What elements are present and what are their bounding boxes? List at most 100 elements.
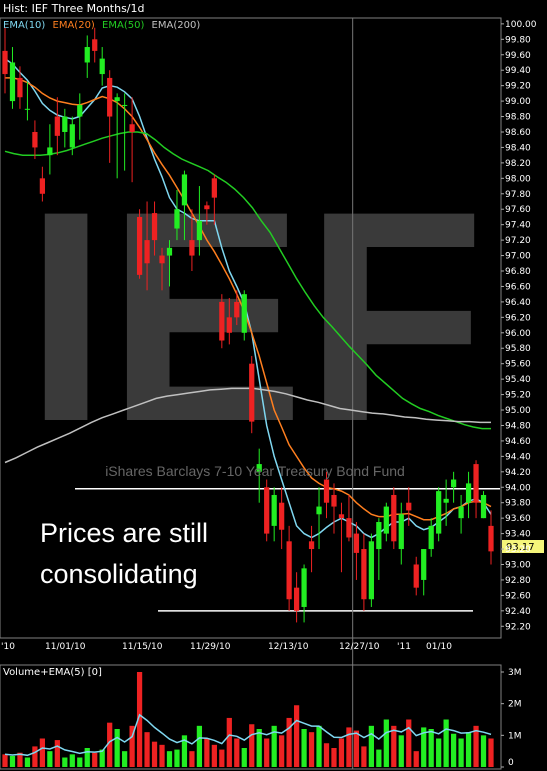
- volume-bar: [465, 732, 472, 767]
- volume-bar: [256, 729, 262, 767]
- candle-body: [368, 541, 374, 600]
- y-tick-label: 92.40: [505, 607, 531, 617]
- volume-bar: [264, 738, 270, 767]
- y-tick-label: 94.60: [505, 437, 531, 447]
- candle-body: [443, 498, 449, 503]
- volume-bar: [84, 748, 90, 767]
- legend-ema20: EMA(20): [53, 20, 95, 31]
- candle-body: [271, 494, 277, 526]
- ema-line-ema50: [4, 131, 491, 430]
- candle-body: [383, 506, 389, 534]
- volume-bar: [234, 738, 240, 767]
- legend-ema10: EMA(10): [3, 20, 45, 31]
- volume-bar: [338, 738, 345, 767]
- y-tick-label: 98.00: [505, 174, 531, 184]
- volume-bar: [293, 705, 300, 767]
- y-tick-label: 99.00: [505, 97, 531, 107]
- candle-body: [428, 525, 434, 550]
- volume-bar: [196, 725, 203, 767]
- y-tick-label: 96.80: [505, 267, 531, 277]
- candle-body: [62, 116, 68, 132]
- y-tick-label: 95.60: [505, 360, 531, 370]
- candle-body: [301, 568, 307, 607]
- x-tick-label: '11: [397, 642, 411, 652]
- candle-body: [376, 522, 382, 550]
- volume-bar: [181, 735, 188, 767]
- x-tick-label: 12/13/10: [268, 642, 309, 652]
- volume-bar: [47, 751, 53, 767]
- candle-body: [256, 464, 262, 472]
- volume-bar: [69, 754, 75, 767]
- y-tick-label: 99.80: [505, 35, 531, 45]
- volume-bar: [383, 719, 389, 767]
- volume-bar: [368, 725, 374, 767]
- candle-body: [323, 479, 330, 503]
- volume-bar: [114, 729, 120, 767]
- volume-bar: [62, 757, 68, 767]
- y-tick-label: 97.80: [505, 190, 531, 200]
- annotation-line-2: consolidating: [40, 559, 198, 589]
- volume-bar: [279, 735, 285, 767]
- y-tick-label: 97.60: [505, 205, 531, 215]
- volume-tick-label: 3M: [508, 668, 522, 678]
- candle-body: [308, 541, 315, 550]
- y-tick-label: 98.60: [505, 128, 531, 138]
- y-tick-label: 93.60: [505, 514, 531, 524]
- y-tick-label: 98.40: [505, 143, 531, 153]
- candle-body: [226, 317, 232, 333]
- volume-bar: [166, 751, 173, 767]
- candle-body: [129, 124, 135, 132]
- volume-bar: [99, 749, 105, 767]
- legend: EMA(10) EMA(20) EMA(50) EMA(200): [3, 20, 200, 31]
- volume-bar: [488, 738, 494, 767]
- y-tick-label: 98.20: [505, 159, 531, 169]
- volume-bar: [39, 738, 46, 767]
- volume-bar: [24, 757, 31, 767]
- y-tick-label: 96.40: [505, 298, 531, 308]
- candle-body: [122, 104, 128, 106]
- y-tick-label: 97.20: [505, 236, 531, 246]
- volume-bar: [398, 735, 404, 767]
- candle-body: [458, 506, 464, 519]
- y-tick-label: 96.20: [505, 313, 531, 323]
- volume-bar: [9, 755, 16, 767]
- volume-bar: [443, 719, 449, 767]
- y-tick-label: 99.20: [505, 82, 531, 92]
- candle-body: [92, 39, 98, 51]
- volume-bar: [122, 751, 128, 767]
- candle-body: [249, 363, 255, 422]
- volume-bar: [413, 751, 419, 767]
- candle-body: [480, 494, 487, 519]
- y-tick-label: 95.00: [505, 406, 531, 416]
- x-tick-label: '10: [1, 642, 15, 652]
- ema-line-ema20: [5, 77, 492, 521]
- y-tick-label: 92.80: [505, 576, 531, 586]
- candle-body: [9, 62, 16, 102]
- y-tick-label: 96.00: [505, 329, 531, 339]
- volume-bar: [480, 735, 487, 767]
- volume-bar: [271, 725, 277, 767]
- candle-body: [413, 564, 419, 588]
- volume-bar: [473, 725, 479, 767]
- volume-bar: [219, 749, 225, 767]
- volume-bar: [241, 748, 247, 767]
- candle-body: [286, 541, 292, 600]
- candle-body: [151, 213, 158, 241]
- volume-bar: [406, 719, 412, 767]
- candle-body: [69, 124, 75, 148]
- volume-bar: [136, 672, 143, 767]
- last-price-label: 93.17: [506, 542, 535, 553]
- candle-body: [211, 178, 217, 198]
- candle-body: [189, 240, 195, 256]
- volume-bar: [421, 727, 427, 767]
- y-tick-label: 94.40: [505, 452, 531, 462]
- candle-body: [39, 178, 46, 194]
- candle-body: [2, 50, 8, 75]
- y-tick-label: 97.40: [505, 221, 531, 231]
- volume-tick-label: 2M: [508, 700, 522, 710]
- volume-bar: [92, 752, 98, 767]
- candle-body: [32, 131, 38, 148]
- y-tick-label: 93.40: [505, 530, 531, 540]
- ief-watermark: IEF: [25, 148, 485, 484]
- candle-body: [181, 174, 188, 206]
